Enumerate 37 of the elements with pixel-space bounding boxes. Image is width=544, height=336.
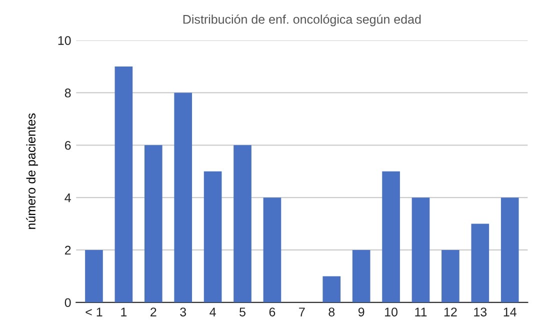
bar bbox=[412, 198, 430, 302]
bar bbox=[85, 250, 103, 302]
x-tick-label: 14 bbox=[504, 308, 516, 316]
bar bbox=[263, 198, 282, 302]
x-tick-label: 8 bbox=[328, 308, 335, 316]
x-tick-label: 9 bbox=[358, 308, 364, 316]
bar bbox=[382, 171, 400, 302]
chart-title: Distribución de enf. oncológica según edad bbox=[183, 14, 421, 26]
x-tick-label: 11 bbox=[415, 308, 427, 316]
x-tick-label: 5 bbox=[240, 308, 246, 316]
bar bbox=[500, 198, 519, 302]
bar bbox=[234, 145, 252, 302]
x-tick-label: 1 bbox=[121, 308, 127, 316]
y-tick-label: 6 bbox=[64, 140, 71, 150]
y-tick-label: 8 bbox=[64, 88, 71, 98]
bar bbox=[114, 66, 133, 302]
y-axis-title: número de pacientes bbox=[26, 113, 38, 229]
y-tick-label: 2 bbox=[64, 246, 71, 255]
x-tick-label: 6 bbox=[269, 308, 276, 316]
y-tick-label: 0 bbox=[64, 298, 71, 308]
bar bbox=[144, 145, 162, 302]
y-tick-label: 4 bbox=[64, 194, 71, 202]
bar bbox=[471, 224, 490, 302]
x-tick-label: 10 bbox=[385, 308, 398, 316]
bar bbox=[352, 250, 370, 302]
bar bbox=[322, 276, 341, 302]
x-tick-label: 4 bbox=[210, 308, 216, 316]
bar bbox=[174, 92, 192, 302]
x-tick-label: < 1 bbox=[86, 308, 102, 316]
x-tick-label: 13 bbox=[474, 308, 487, 316]
x-tick-label: 3 bbox=[180, 308, 186, 316]
bar bbox=[204, 171, 222, 302]
x-tick-label: 12 bbox=[444, 308, 457, 316]
x-tick-label: 2 bbox=[150, 308, 156, 316]
x-tick-label: 7 bbox=[299, 308, 305, 316]
y-tick-label: 10 bbox=[58, 36, 71, 45]
bar bbox=[442, 250, 460, 302]
